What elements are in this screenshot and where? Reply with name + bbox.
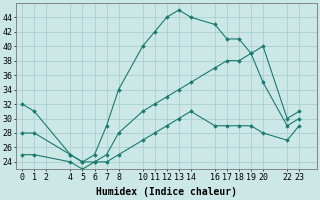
X-axis label: Humidex (Indice chaleur): Humidex (Indice chaleur) (96, 187, 237, 197)
